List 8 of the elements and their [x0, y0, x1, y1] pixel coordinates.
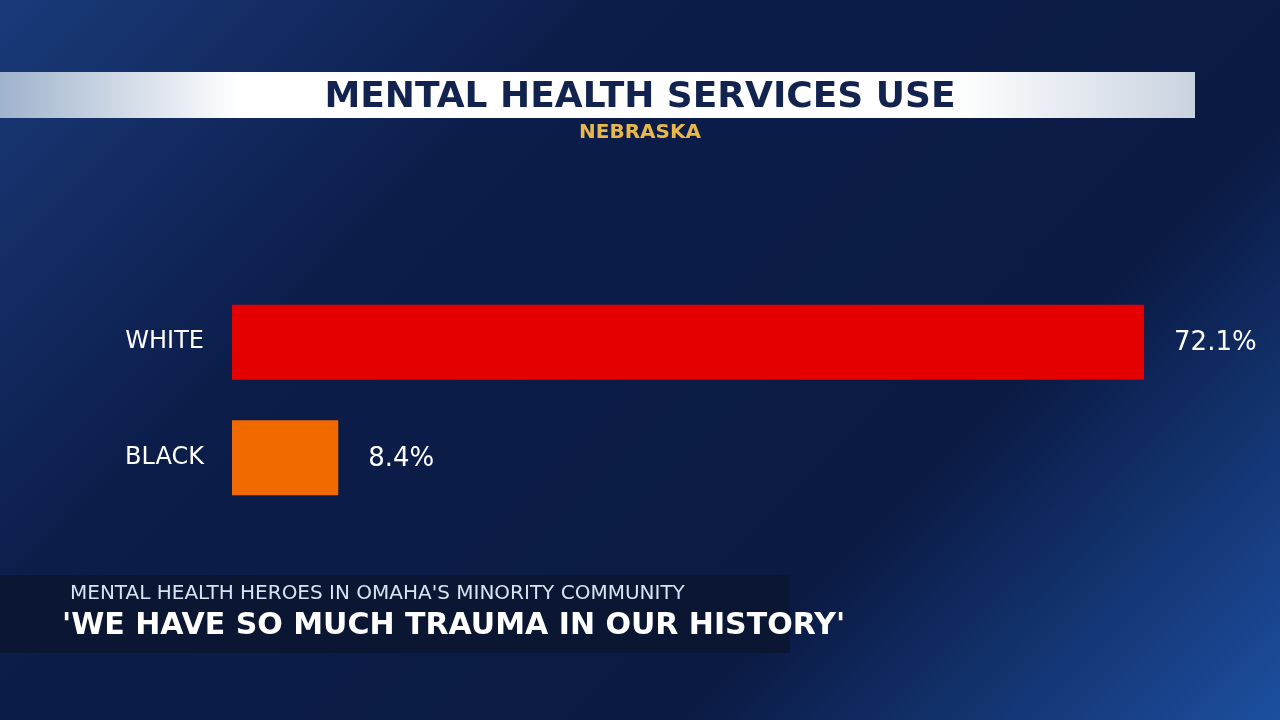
- chart-subtitle: NEBRASKA: [578, 119, 702, 143]
- chart-title: MENTAL HEALTH SERVICES USE: [323, 73, 957, 117]
- y-tick-label: WHITE: [125, 326, 204, 355]
- text: 'WE HAVE SO MUCH TRAUMA IN OUR HISTORY': [62, 606, 846, 641]
- data-label: 72.1%: [1174, 325, 1257, 356]
- text: MENTAL HEALTH HEROES IN OMAHA'S MINORITY COMMUNITY: [70, 580, 685, 604]
- data-label: 8.4%: [368, 441, 435, 472]
- y-tick-label: BLACK: [125, 442, 206, 471]
